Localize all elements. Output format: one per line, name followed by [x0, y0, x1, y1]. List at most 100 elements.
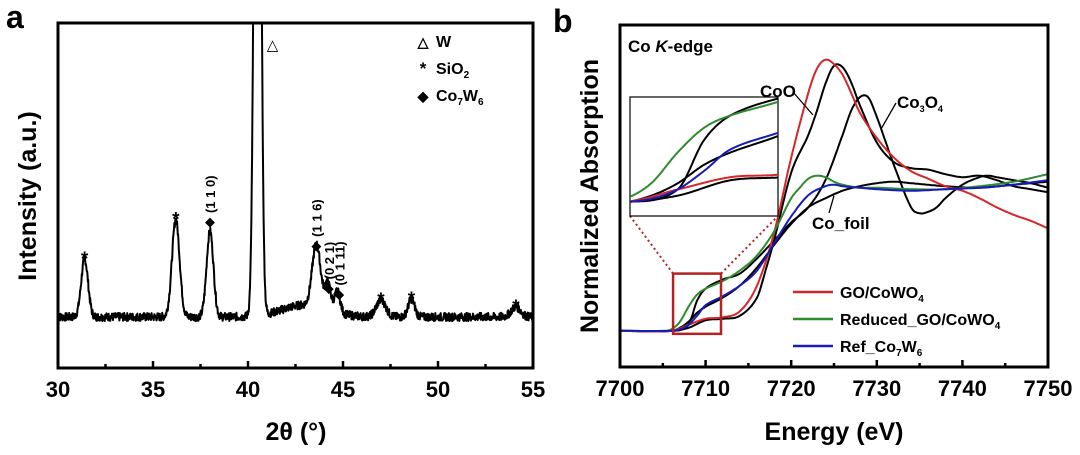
- series-line-ref-co7w6: [620, 179, 1049, 332]
- subscript: 4: [918, 294, 924, 305]
- edge-title: Co K-edge: [628, 37, 713, 56]
- series-line-go-cowo4: [620, 58, 1049, 333]
- subscript: 6: [917, 348, 923, 359]
- text-part: W: [436, 34, 452, 51]
- text-part: W: [463, 88, 479, 105]
- legend-symbol: ◆: [417, 88, 430, 104]
- peak-markers: ** ◆(1 1 0)△◆(1 1 6)◆(0 2 1)◆(0 1 11)* * *: [81, 37, 520, 318]
- edge-title-part3: -edge: [668, 37, 713, 56]
- legend-label: Ref_Co7​W6​: [840, 339, 923, 359]
- zoom-connector-left: [629, 215, 674, 275]
- x-axis-title-b: Energy (eV): [765, 418, 904, 446]
- annotation-leader: [828, 195, 835, 214]
- peak-marker-diamond: ◆: [205, 214, 215, 229]
- zoom-indicator: [629, 215, 779, 336]
- xrd-pattern-line: [58, 23, 533, 323]
- chart-a: a 30 35 40 45 50 55 ** ◆(1 1 0)△◆(1 1 6)◆(0 2 …: [6, 0, 545, 446]
- edge-title-part1: Co: [628, 37, 655, 56]
- legend-symbol: △: [417, 34, 430, 50]
- text-part: Co_foil: [812, 214, 870, 233]
- legend-b: GO/CoWO4​ Reduced_GO/CoWO4​ Ref_Co7​W6​: [793, 285, 1001, 359]
- series-line-reduced-go-cowo4: [620, 173, 1049, 332]
- x-tick-label: 7700: [596, 376, 645, 401]
- text-part: Ref_Co: [840, 339, 896, 356]
- x-ticks-b: [618, 360, 1050, 367]
- x-tick-label: 35: [141, 377, 165, 402]
- peak-marker-diamond: ◆: [334, 287, 344, 302]
- text-part: CoO: [760, 82, 796, 101]
- miller-index-label: (1 1 0): [203, 175, 218, 213]
- x-tick-label: 30: [46, 377, 70, 402]
- text-part: W: [902, 339, 918, 356]
- subscript: 6: [478, 97, 484, 108]
- y-axis-title-b: Normalized Absorption: [576, 59, 604, 333]
- legend-symbol: *: [420, 59, 427, 78]
- annotation-leader: [792, 91, 814, 116]
- x-ticks-a: [56, 361, 535, 368]
- xanes-curve-layer: [620, 58, 1049, 333]
- x-tick-label: 7710: [681, 376, 730, 401]
- legend-label: Reduced_GO/CoWO4​: [840, 312, 1001, 332]
- peak-marker-diamond: ◆: [311, 238, 321, 253]
- miller-index-label: (1 1 6): [309, 199, 324, 237]
- peak-marker-star: *: [81, 249, 89, 270]
- annotation-co3o4: Co3​O4​: [897, 93, 943, 114]
- x-tick-label: 7730: [852, 376, 901, 401]
- x-tick-label: 7740: [938, 376, 987, 401]
- text-part: Co: [436, 88, 458, 105]
- miller-index-label: (0 2 1): [322, 242, 337, 280]
- inset-line-go-cowo4: [630, 173, 778, 203]
- y-axis-title-a: Intensity (a.u.): [14, 111, 42, 280]
- annotation-leader: [880, 102, 897, 130]
- subscript: 3: [920, 104, 925, 114]
- x-tick-label: 50: [426, 377, 450, 402]
- legend-a: △ W * SiO2​ ◆ Co7​W6​: [417, 34, 484, 108]
- peak-marker-star: *: [377, 290, 385, 311]
- panel-label-b: b: [553, 3, 573, 39]
- peak-marker-diamond: ◆: [324, 280, 334, 295]
- inset-plot: [629, 96, 779, 217]
- legend-label: SiO2​: [436, 61, 470, 81]
- panel-label-a: a: [6, 0, 24, 35]
- edge-title-part2: K: [655, 37, 669, 56]
- x-axis-title-a: 2θ (°): [265, 418, 326, 446]
- peak-marker-triangle: △: [267, 37, 279, 54]
- annotation-co-foil: Co_foil: [812, 214, 870, 233]
- x-tick-label: 7750: [1024, 376, 1073, 401]
- x-tick-label: 55: [521, 377, 545, 402]
- text-part: Reduced_GO/CoWO: [840, 312, 995, 329]
- inset-line-ref-co7w6: [630, 131, 778, 203]
- chart-b: b 7700 7710 7720 7730 7740 7750 Co K-edge CoO…: [553, 3, 1072, 446]
- annotation-coo: CoO: [760, 82, 796, 101]
- subscript: 7: [896, 348, 902, 359]
- series-line-coo: [620, 63, 1049, 333]
- peak-marker-star: *: [512, 297, 520, 318]
- subscript: 4: [995, 321, 1001, 332]
- subscript: 7: [457, 97, 463, 108]
- text-part: O: [925, 93, 938, 112]
- inset-line-reduced-go-cowo4: [630, 100, 778, 198]
- subscript: 4: [938, 104, 943, 114]
- zoom-box: [671, 272, 723, 336]
- text-part: GO/CoWO: [840, 285, 918, 302]
- inset-line-co-foil: [630, 135, 778, 203]
- x-tick-label: 7720: [767, 376, 816, 401]
- subscript: 2: [464, 70, 470, 81]
- legend-label: W: [436, 34, 452, 51]
- inset-line-co3o4: [630, 97, 778, 203]
- peak-marker-star: *: [172, 210, 180, 231]
- peak-marker-star: *: [408, 289, 416, 310]
- x-tick-labels-a: 30 35 40 45 50 55: [46, 377, 545, 402]
- text-part: SiO: [436, 61, 464, 78]
- miller-index-label: (0 1 11): [332, 241, 347, 285]
- x-tick-label: 40: [236, 377, 260, 402]
- text-part: Co: [897, 93, 920, 112]
- legend-label: GO/CoWO4​: [840, 285, 924, 305]
- zoom-connector-right: [720, 215, 779, 275]
- x-tick-labels-b: 7700 7710 7720 7730 7740 7750: [596, 376, 1073, 401]
- x-tick-label: 45: [331, 377, 355, 402]
- xrd-curve-layer: [58, 23, 533, 323]
- legend-label: Co7​W6​: [436, 88, 484, 108]
